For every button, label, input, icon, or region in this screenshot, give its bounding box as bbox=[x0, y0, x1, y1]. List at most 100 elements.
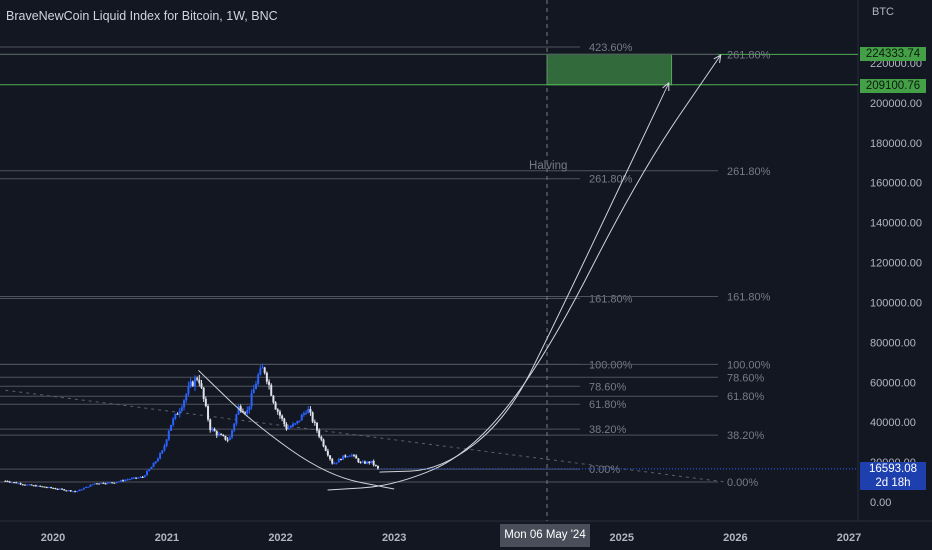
y-tick-label: 80000.00 bbox=[870, 337, 916, 349]
y-tick-label: 60000.00 bbox=[870, 377, 916, 389]
candle-body bbox=[143, 475, 146, 478]
candle-body bbox=[346, 456, 349, 458]
candle-body bbox=[169, 424, 172, 431]
x-tick-label: 2020 bbox=[41, 532, 65, 544]
candle-body bbox=[237, 406, 240, 415]
candle-body bbox=[189, 381, 192, 387]
candle-body bbox=[224, 435, 227, 440]
candle-body bbox=[63, 489, 66, 491]
candle-body bbox=[84, 486, 87, 488]
candle-body bbox=[333, 463, 336, 465]
candle-body bbox=[23, 484, 26, 486]
candle-body bbox=[178, 410, 181, 415]
candle-body bbox=[80, 489, 83, 491]
candle-body bbox=[98, 483, 101, 485]
rounding-bottom-arc bbox=[198, 369, 395, 490]
candle-body bbox=[87, 486, 90, 488]
candle-body bbox=[26, 484, 29, 486]
candle-body bbox=[376, 466, 379, 469]
candle-body bbox=[106, 482, 109, 484]
candle-body bbox=[43, 486, 46, 488]
candle-body bbox=[257, 374, 260, 385]
candle-body bbox=[6, 480, 9, 482]
x-tick-label: 2021 bbox=[155, 532, 179, 544]
candle-body bbox=[239, 406, 242, 411]
candle-body bbox=[372, 460, 375, 465]
candle-body bbox=[152, 463, 155, 468]
candle-body bbox=[230, 430, 233, 438]
candle-body bbox=[119, 480, 122, 482]
candle-body bbox=[198, 379, 201, 384]
x-tick-label: 2027 bbox=[837, 532, 861, 544]
x-tick-label: 2022 bbox=[268, 532, 292, 544]
fib-label-lower: 78.60% bbox=[727, 372, 765, 384]
candle-body bbox=[193, 378, 196, 387]
candle-body bbox=[167, 430, 170, 440]
candle-body bbox=[220, 434, 223, 436]
candle-body bbox=[128, 479, 131, 481]
candle-body bbox=[296, 420, 299, 424]
candle-body bbox=[65, 490, 68, 492]
candle-body bbox=[228, 437, 231, 441]
candle-body bbox=[335, 462, 338, 464]
candle-body bbox=[154, 461, 157, 464]
candle-body bbox=[17, 483, 20, 485]
candle-body bbox=[235, 414, 238, 424]
fib-label-lower: 0.00% bbox=[727, 477, 758, 489]
candle-body bbox=[161, 450, 164, 454]
x-tick-label: 2026 bbox=[723, 532, 747, 544]
candle-body bbox=[213, 428, 216, 432]
candle-body bbox=[115, 482, 118, 484]
candle-body bbox=[165, 439, 168, 446]
candle-body bbox=[252, 389, 255, 394]
candle-body bbox=[318, 430, 321, 437]
candle-body bbox=[268, 381, 271, 385]
candle-body bbox=[117, 481, 120, 483]
candle-body bbox=[93, 483, 96, 485]
candle-body bbox=[222, 435, 225, 437]
candle-body bbox=[202, 387, 205, 399]
trendline-dashed bbox=[5, 389, 726, 483]
fib-label-lower: 261.80% bbox=[727, 49, 771, 61]
candle-body bbox=[298, 420, 301, 422]
candle-body bbox=[54, 488, 57, 490]
candle-body bbox=[172, 418, 175, 425]
candle-body bbox=[122, 480, 125, 482]
candle-body bbox=[339, 458, 342, 460]
x-tick-label: 2023 bbox=[382, 532, 406, 544]
candle-body bbox=[309, 409, 312, 413]
candle-body bbox=[74, 491, 77, 493]
fib-label-lower: 161.80% bbox=[727, 291, 771, 303]
candle-body bbox=[270, 384, 273, 396]
candle-body bbox=[374, 464, 377, 467]
y-tick-label: 120000.00 bbox=[870, 258, 922, 270]
candle-body bbox=[91, 484, 94, 486]
candle-body bbox=[254, 384, 257, 390]
candle-body bbox=[355, 455, 358, 459]
candle-body bbox=[135, 477, 138, 479]
candle-body bbox=[320, 436, 323, 440]
y-tick-label: 40000.00 bbox=[870, 417, 916, 429]
fib-label-upper: 261.80% bbox=[589, 174, 633, 186]
candle-body bbox=[100, 482, 103, 484]
candle-body bbox=[337, 458, 340, 463]
candle-body bbox=[233, 423, 236, 431]
candle-body bbox=[300, 414, 303, 421]
candle-body bbox=[278, 411, 281, 416]
fib-label-upper: 161.80% bbox=[589, 293, 633, 305]
candle-body bbox=[363, 461, 366, 464]
candle-body bbox=[200, 383, 203, 388]
candle-body bbox=[30, 484, 33, 486]
projection-arc bbox=[379, 82, 670, 473]
y-tick-label: 220000.00 bbox=[870, 58, 922, 70]
candle-body bbox=[209, 419, 212, 431]
candle-body bbox=[163, 445, 166, 451]
candle-body bbox=[285, 424, 288, 430]
candle-body bbox=[37, 485, 40, 487]
candle-body bbox=[102, 482, 105, 484]
candle-body bbox=[215, 431, 218, 436]
candle-body bbox=[248, 406, 251, 411]
candle-body bbox=[113, 482, 116, 484]
